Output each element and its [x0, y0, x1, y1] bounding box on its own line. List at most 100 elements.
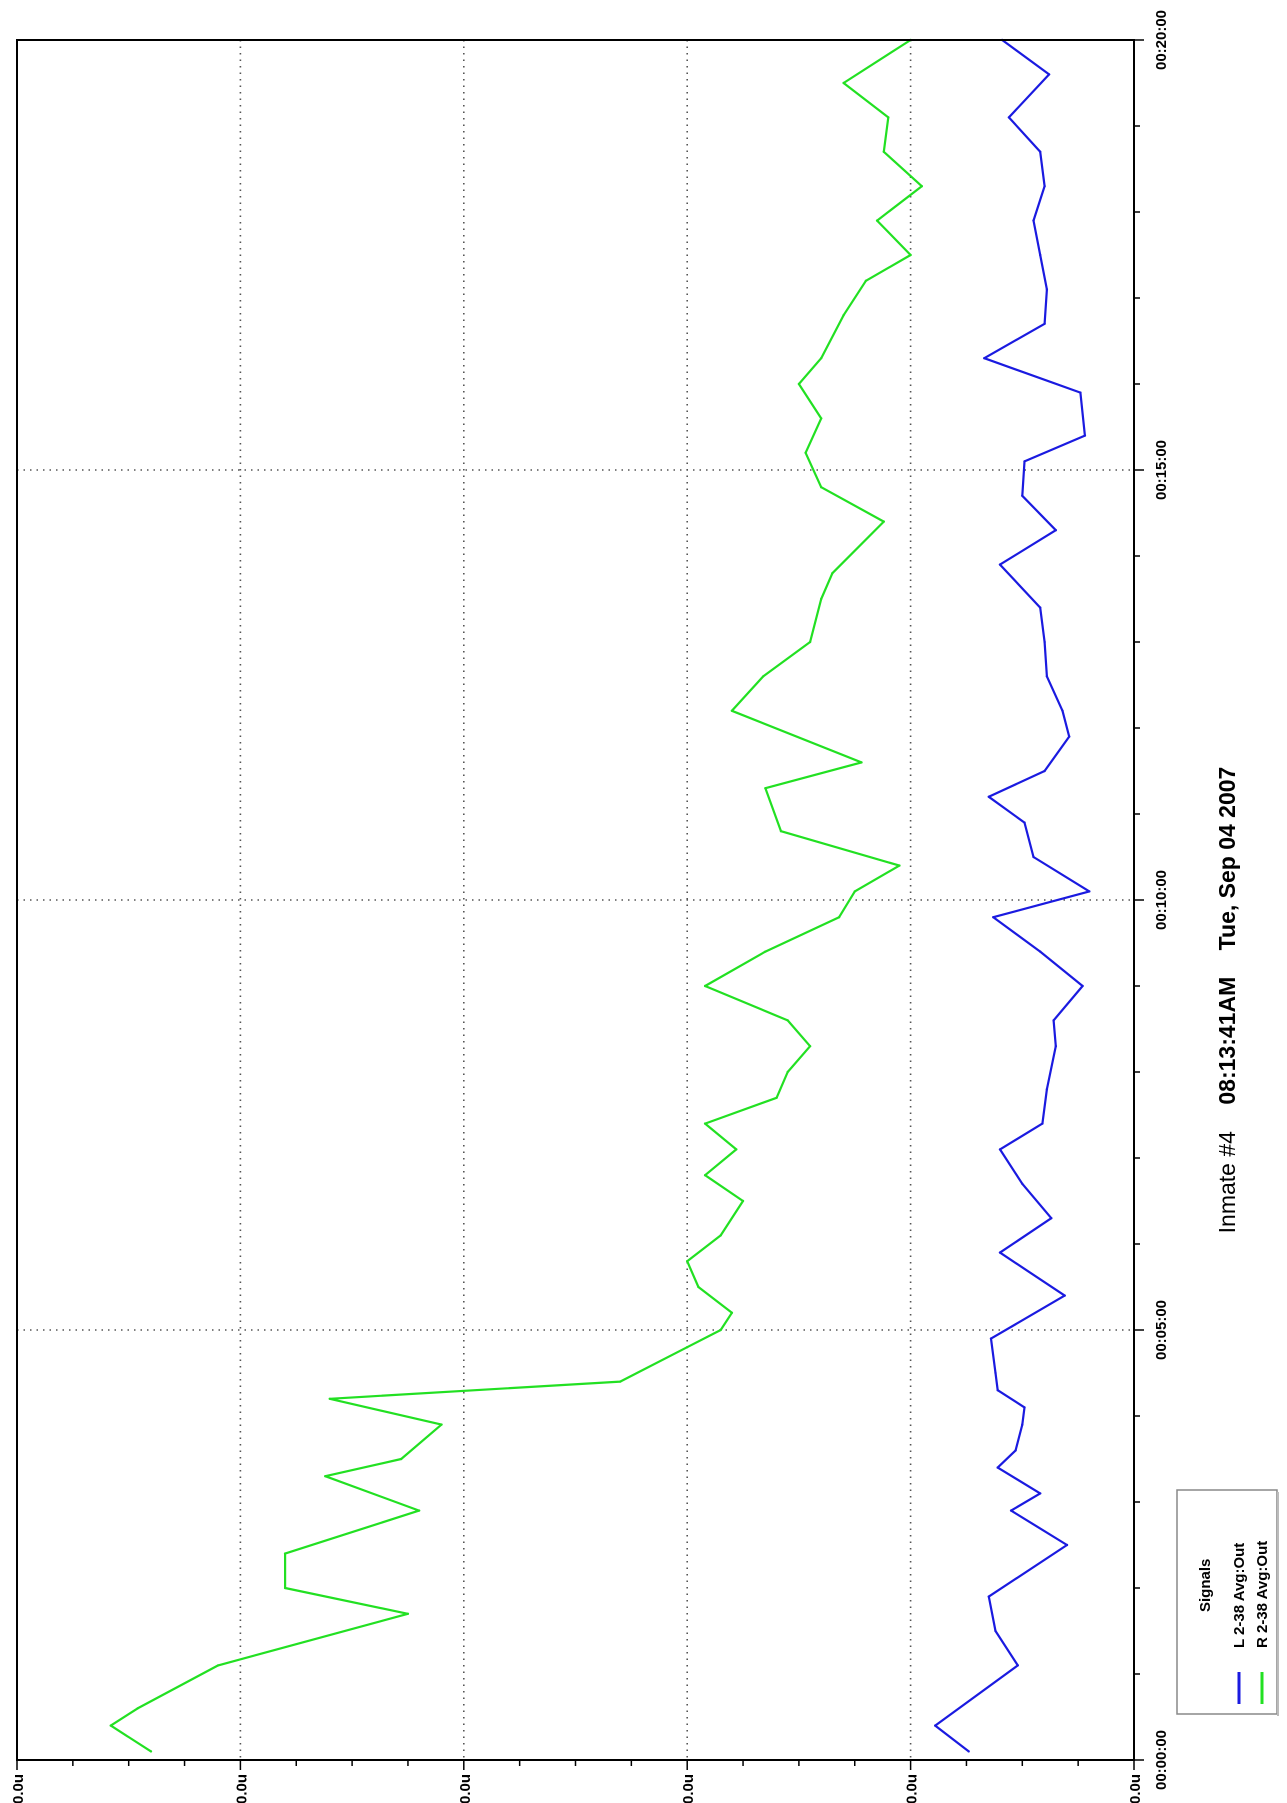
series-point-left	[1039, 606, 1042, 609]
series-point-left	[1023, 1406, 1026, 1409]
time-tick-label: 00:00:00	[1153, 1730, 1170, 1790]
series-point-left	[1047, 73, 1051, 76]
series-point-right	[920, 185, 923, 188]
value-tick-label: 30.0u	[680, 1774, 697, 1803]
series-point-right	[149, 1750, 153, 1753]
series-point-left	[1081, 984, 1084, 988]
series-point-left	[994, 1629, 997, 1633]
series-point-right	[324, 1475, 327, 1478]
series-point-right	[860, 761, 863, 764]
series-point-right	[887, 116, 890, 119]
y-tick-labels: 10.0u 20.0u 30.0u 40.0u 50.0u 60.0u	[10, 1774, 1144, 1803]
series-point-right	[842, 81, 845, 85]
series-point-right	[786, 1019, 789, 1022]
series-point-left	[1043, 769, 1046, 773]
legend-entry-left: L 2-38 Avg:Out	[1231, 1543, 1248, 1648]
series-point-right	[109, 1724, 113, 1727]
series-point-right	[764, 787, 767, 790]
series-point-left	[1023, 821, 1026, 824]
series-point-right	[909, 253, 912, 257]
series-point-left	[934, 1724, 937, 1727]
series-point-right	[882, 150, 885, 153]
grid-lines	[17, 40, 1134, 1760]
series-point-left	[1063, 1294, 1066, 1297]
series-point-right	[730, 1311, 734, 1315]
series-point-left	[996, 1389, 999, 1392]
series-point-left	[967, 1750, 970, 1753]
series-point-right	[216, 1664, 220, 1667]
series-point-left	[996, 1466, 999, 1469]
series-point-right	[283, 1586, 287, 1590]
series-point-right	[853, 890, 856, 893]
series-point-left	[1039, 253, 1042, 257]
series-point-right	[797, 382, 801, 386]
series-point-left	[1009, 1509, 1013, 1512]
value-tick-label: 50.0u	[233, 1774, 250, 1803]
series-layer	[109, 38, 1091, 1753]
series-point-left	[1088, 890, 1091, 893]
series-point-right	[697, 1285, 700, 1289]
series-point-right	[328, 1397, 331, 1401]
series-point-left	[1065, 1543, 1069, 1547]
series-point-right	[686, 1346, 689, 1349]
series-point-left	[1032, 219, 1035, 222]
chart-caption: Inmate #4 08:13:41AM Tue, Sep 04 2007	[1214, 767, 1240, 1234]
series-point-right	[703, 1122, 707, 1125]
x-tick-labels: 00:00:00 00:05:00 00:10:00 00:15:00 00:20:00	[1153, 10, 1170, 1790]
series-point-left	[1083, 434, 1087, 437]
series-point-left	[987, 1595, 990, 1598]
series-point-right	[820, 417, 823, 420]
series-point-left	[1045, 1088, 1049, 1091]
series-point-right	[730, 709, 734, 712]
legend-entry-right: R 2-38 Avg:Out	[1254, 1541, 1271, 1648]
series-point-right	[808, 1045, 812, 1048]
series-point-left	[1032, 855, 1035, 859]
series-point-right	[719, 1234, 722, 1237]
series-point-left	[1068, 735, 1071, 738]
series-point-right	[779, 830, 783, 833]
caption-date: Tue, Sep 04 2007	[1214, 767, 1240, 951]
series-point-left	[998, 1251, 1002, 1254]
caption-subject: Inmate #4	[1214, 1131, 1240, 1233]
series-point-left	[1041, 1122, 1044, 1125]
series-point-left	[1039, 1492, 1042, 1495]
value-tick-label: 40.0u	[457, 1774, 474, 1803]
legend-title: Signals	[1197, 1559, 1214, 1612]
series-point-left	[989, 1337, 993, 1340]
time-tick-label: 00:15:00	[1153, 440, 1170, 500]
series-point-right	[882, 520, 885, 523]
series-point-left	[1023, 460, 1026, 463]
series-point-left	[1045, 288, 1049, 291]
series-point-right	[283, 1552, 287, 1555]
series-point-left	[1052, 1019, 1055, 1022]
legend: Signals L 2-38 Avg:Out R 2-38 Avg:Out	[1176, 1489, 1279, 1716]
series-point-left	[1054, 1045, 1058, 1048]
series-point-right	[735, 1148, 738, 1151]
series-point-left	[998, 1148, 1002, 1151]
series-point-left	[1007, 116, 1011, 119]
series-point-left	[1021, 1182, 1024, 1186]
caption-time: 08:13:41AM	[1214, 977, 1240, 1105]
series-point-right	[764, 950, 767, 953]
series-point-left	[1079, 391, 1082, 394]
series-point-right	[136, 1707, 139, 1710]
series-point-right	[820, 486, 823, 489]
series-point-right	[875, 219, 879, 222]
time-tick-label: 00:20:00	[1153, 10, 1170, 70]
series-point-right	[820, 597, 823, 601]
series-point-right	[898, 864, 901, 867]
series-point-right	[619, 1380, 622, 1383]
series-point-right	[804, 451, 807, 454]
series-point-right	[703, 1174, 707, 1177]
series-point-left	[1043, 185, 1046, 188]
series-point-left	[987, 795, 990, 798]
series-point-right	[417, 1509, 421, 1512]
series-point-right	[808, 640, 812, 644]
value-tick-label: 20.0u	[904, 1774, 921, 1803]
value-tick-label: 60.0u	[10, 1774, 27, 1803]
series-point-right	[864, 279, 868, 282]
series-point-right	[719, 1328, 722, 1332]
svg-text:Inmate #4 08:13:41AM: Inmate #4 08:13:41AM Tue, Sep 04 2007	[1214, 767, 1240, 1234]
